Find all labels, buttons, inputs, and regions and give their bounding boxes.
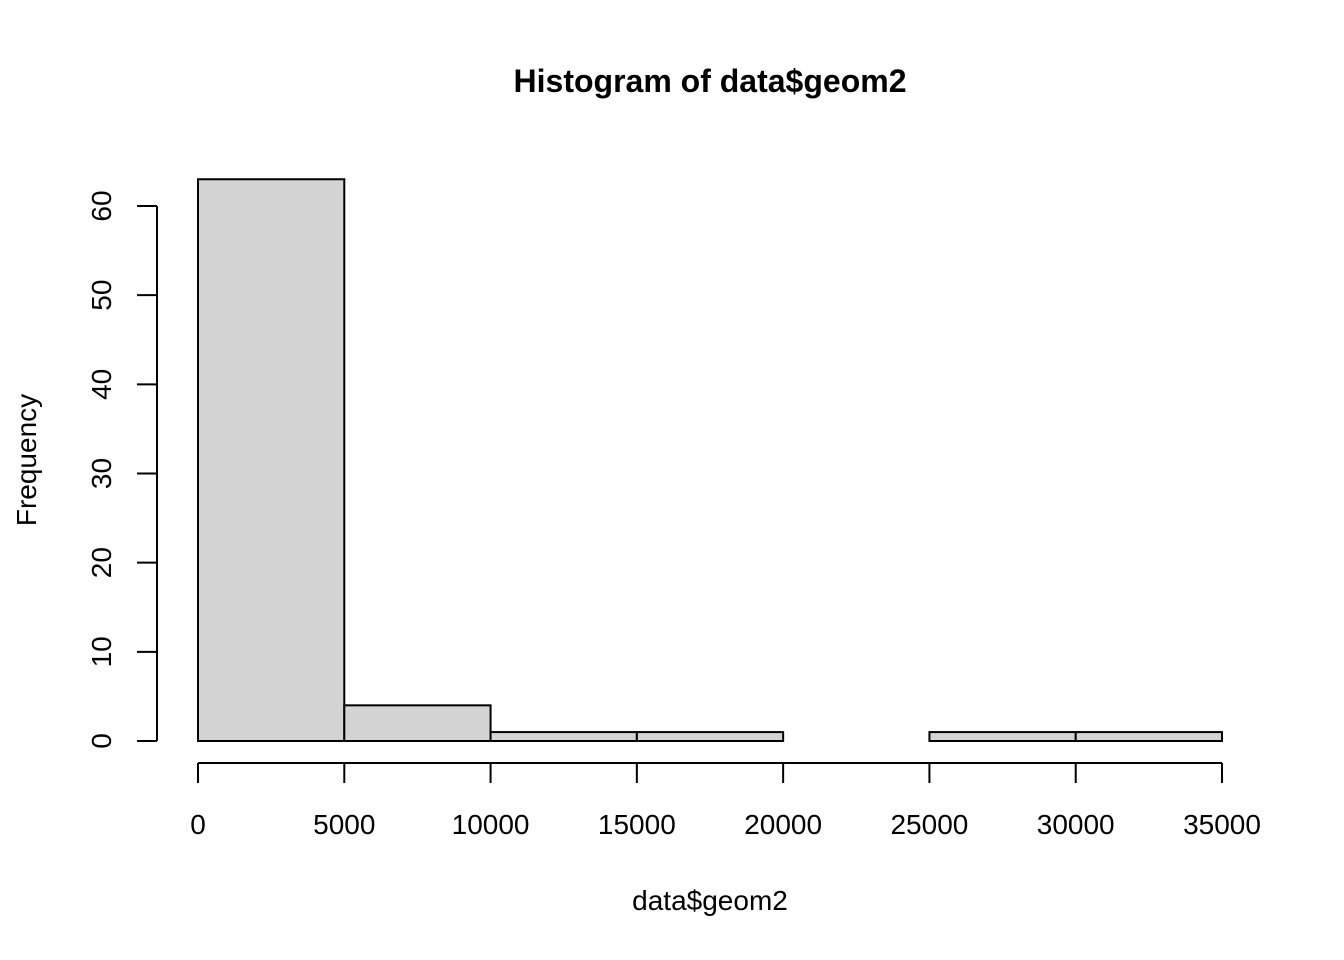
chart-title: Histogram of data$geom2	[514, 63, 907, 99]
x-axis-label: data$geom2	[632, 885, 788, 916]
y-tick-label: 30	[86, 458, 117, 489]
histogram-bar-1	[344, 705, 490, 741]
x-tick-label: 0	[190, 809, 206, 840]
y-tick-label: 10	[86, 636, 117, 667]
y-tick-label: 40	[86, 369, 117, 400]
x-tick-label: 5000	[313, 809, 375, 840]
x-tick-label: 15000	[598, 809, 676, 840]
histogram-bar-5	[929, 732, 1075, 741]
x-axis: 0 5000 10000 15000 20000 25000 30000 35000	[190, 763, 1261, 840]
x-tick-label: 30000	[1037, 809, 1115, 840]
y-axis-label: Frequency	[11, 394, 42, 526]
y-axis: 0 10 20 30 40 50 60	[86, 190, 157, 748]
y-tick-label: 50	[86, 280, 117, 311]
x-tick-label: 10000	[452, 809, 530, 840]
histogram-bar-0	[198, 179, 344, 741]
y-tick-label: 20	[86, 547, 117, 578]
x-tick-label: 35000	[1183, 809, 1261, 840]
x-tick-label: 20000	[744, 809, 822, 840]
histogram-bar-6	[1076, 732, 1222, 741]
histogram-bar-2	[491, 732, 637, 741]
y-tick-label: 0	[86, 733, 117, 749]
histogram-bar-3	[637, 732, 783, 741]
x-tick-label: 25000	[890, 809, 968, 840]
bars-group	[198, 179, 1222, 741]
y-tick-label: 60	[86, 190, 117, 221]
